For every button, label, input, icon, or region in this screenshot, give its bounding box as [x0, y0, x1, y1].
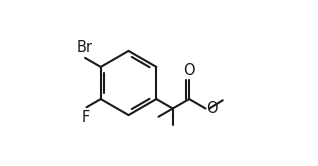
Text: F: F — [81, 110, 90, 125]
Text: O: O — [183, 63, 195, 78]
Text: O: O — [206, 101, 218, 116]
Text: Br: Br — [76, 41, 92, 55]
